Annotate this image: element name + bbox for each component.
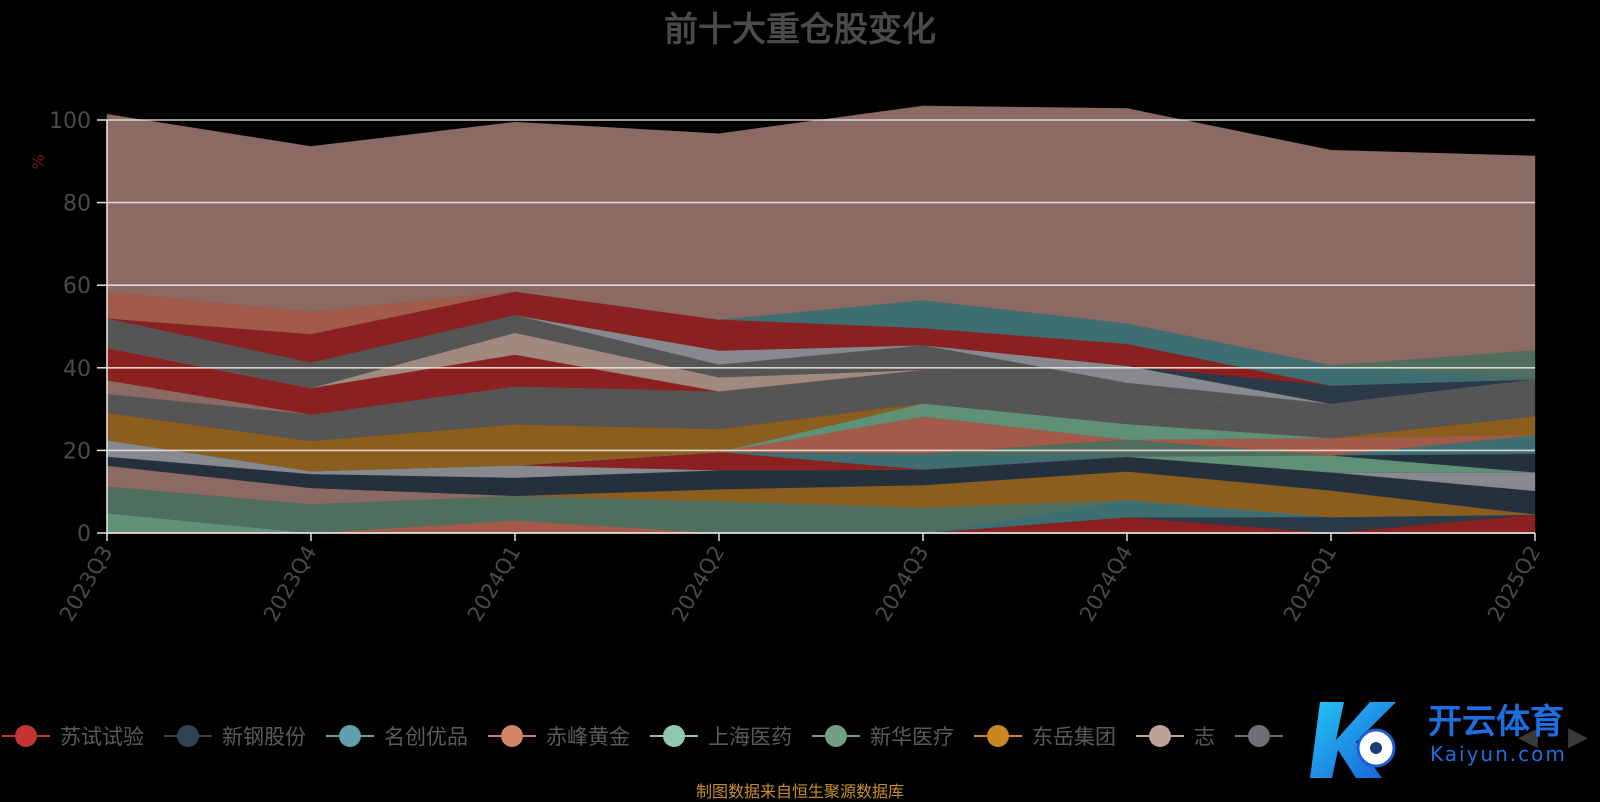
- legend-label: 赤峰黄金: [546, 725, 630, 749]
- legend-item[interactable]: 志: [1136, 721, 1215, 751]
- legend-item[interactable]: 新华医疗: [812, 721, 954, 751]
- legend-item[interactable]: 新钢股份: [164, 721, 306, 751]
- legend-label: 东岳集团: [1032, 725, 1116, 749]
- legend-swatch-icon: [488, 724, 536, 748]
- legend-item[interactable]: [1235, 724, 1293, 748]
- chart-title: 前十大重仓股变化: [664, 10, 936, 50]
- watermark-text: 开云体育: [1428, 702, 1564, 742]
- legend-label: 新华医疗: [870, 725, 954, 749]
- legend-item[interactable]: 苏试试验: [2, 721, 144, 751]
- legend-label: 志: [1194, 725, 1215, 749]
- legend-item[interactable]: 赤峰黄金: [488, 721, 630, 751]
- x-tick-label: 2024Q3: [871, 542, 933, 626]
- legend-item[interactable]: 名创优品: [326, 721, 468, 751]
- legend-label: 上海医药: [708, 725, 792, 749]
- legend-label: 苏试试验: [60, 725, 144, 749]
- x-tick-label: 2024Q1: [463, 542, 525, 626]
- legend-item[interactable]: 东岳集团: [974, 721, 1116, 751]
- y-tick-label: 80: [63, 192, 91, 217]
- watermark-subtext: Kaiyun.com: [1430, 742, 1567, 766]
- legend-swatch-icon: [650, 724, 698, 748]
- legend-swatch-icon: [812, 724, 860, 748]
- y-tick-label: 60: [63, 274, 91, 299]
- x-tick-label: 2023Q4: [259, 542, 321, 626]
- legend-item[interactable]: 上海医药: [650, 721, 792, 751]
- watermark-logo: 开云体育 Kaiyun.com: [1310, 692, 1598, 792]
- y-axis-label: %: [29, 154, 48, 169]
- x-tick-label: 2024Q4: [1075, 542, 1137, 626]
- legend-swatch-icon: [1136, 724, 1184, 748]
- legend-label: 新钢股份: [222, 725, 306, 749]
- legend-swatch-icon: [2, 724, 50, 748]
- legend-label: 名创优品: [384, 725, 468, 749]
- logo-icon: [1310, 702, 1396, 778]
- legend-pager[interactable]: ◀ ▶: [1498, 722, 1598, 752]
- legend: 苏试试验 新钢股份 名创优品 赤峰黄金 上海医药 新华医疗 东岳集团 志: [0, 718, 1600, 754]
- legend-next-icon[interactable]: ▶: [1568, 722, 1588, 752]
- x-tick-label: 2024Q2: [667, 542, 729, 626]
- x-tick-label: 2025Q1: [1279, 542, 1341, 626]
- legend-swatch-icon: [1235, 724, 1283, 748]
- x-axis-ticks: 2023Q3 2023Q4 2024Q1 2024Q2 2024Q3 2024Q4 2025…: [55, 533, 1545, 626]
- x-tick-label: 2025Q2: [1483, 542, 1545, 626]
- y-tick-label: 40: [63, 357, 91, 382]
- legend-swatch-icon: [326, 724, 374, 748]
- y-tick-label: 20: [63, 439, 91, 464]
- source-note: 制图数据来自恒生聚源数据库: [695, 782, 904, 801]
- legend-prev-icon[interactable]: ◀: [1518, 722, 1538, 752]
- y-tick-label: 100: [49, 109, 91, 134]
- y-tick-label: 0: [77, 522, 91, 547]
- legend-swatch-icon: [974, 724, 1022, 748]
- x-tick-label: 2023Q3: [55, 542, 117, 626]
- legend-swatch-icon: [164, 724, 212, 748]
- area-series-group: [106, 105, 1536, 534]
- area-series-32[interactable]: [106, 105, 1536, 366]
